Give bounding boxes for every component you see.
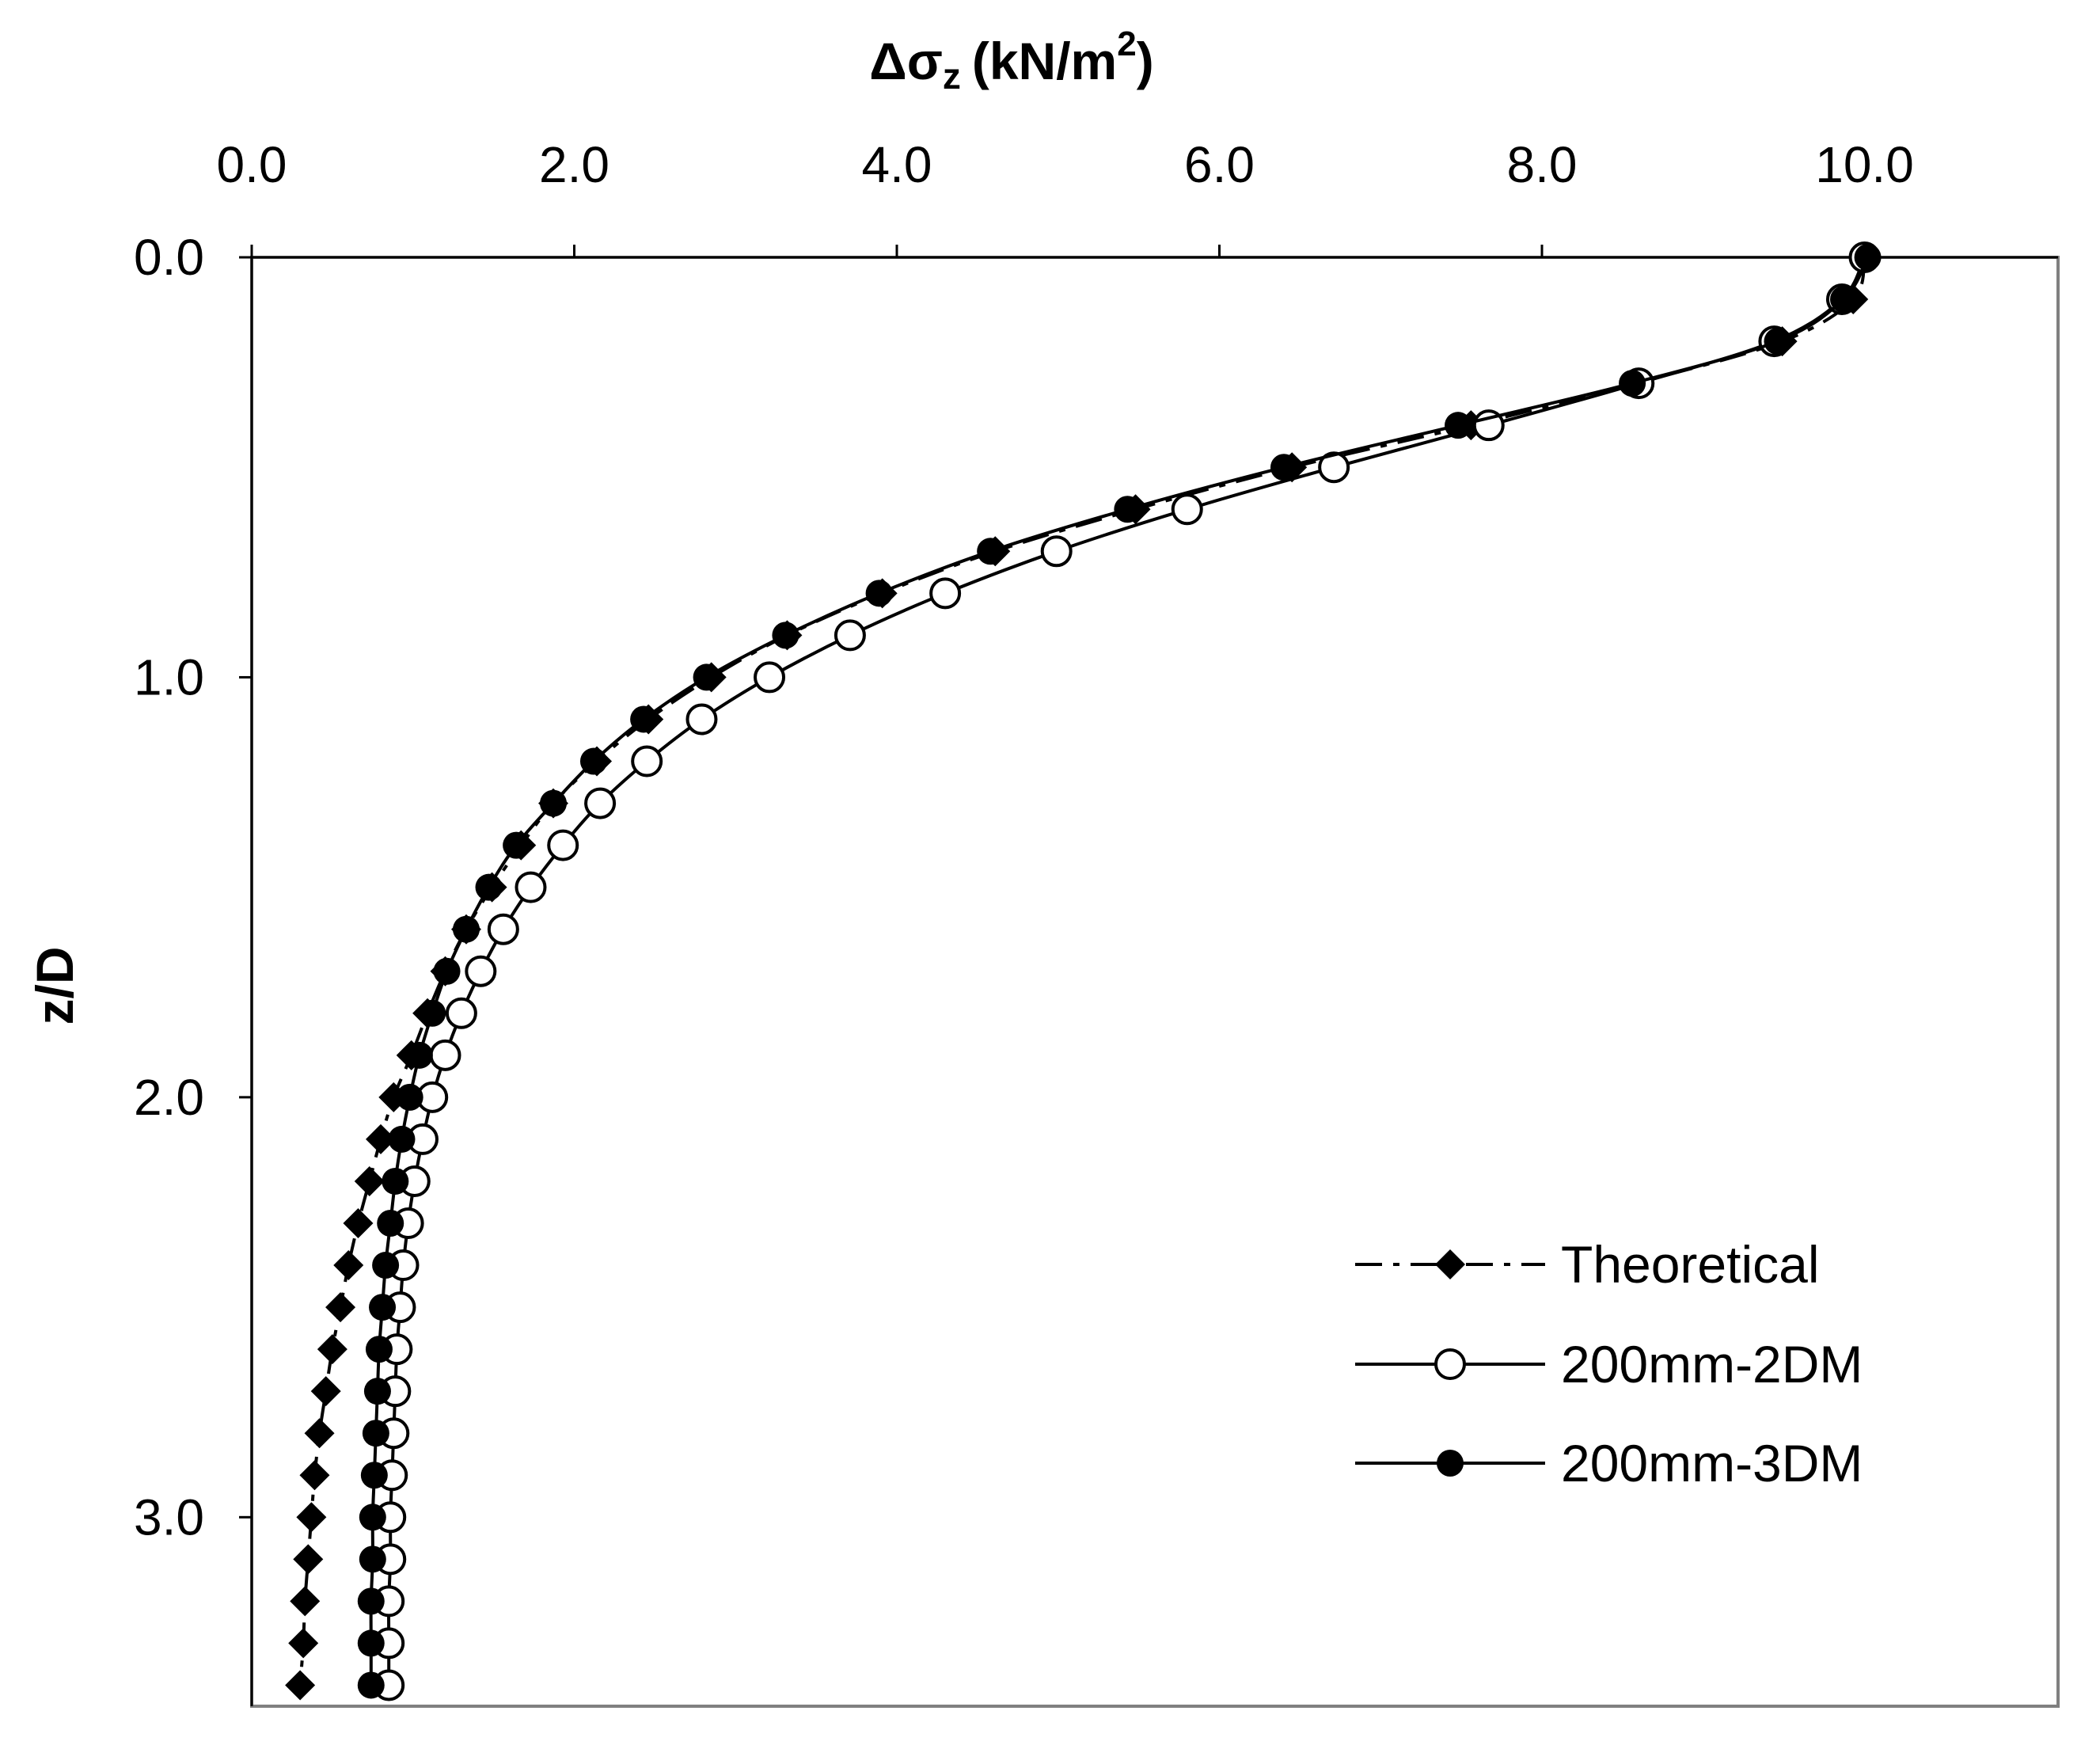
legend-item-200mm-3dm: 200mm-3DM: [1355, 1434, 1863, 1492]
x-tick-label: 8.0: [1507, 136, 1578, 193]
y-tick-label: 1.0: [134, 648, 204, 705]
data-point-theoretical: [304, 1418, 335, 1449]
data-point-200mm-3dm: [772, 622, 799, 649]
data-point-200mm-3dm: [357, 1587, 385, 1615]
data-point-200mm-3dm: [382, 1167, 409, 1195]
y-tick-label: 3.0: [134, 1488, 204, 1545]
data-point-200mm-3dm: [540, 789, 568, 817]
data-point-200mm-3dm: [693, 663, 720, 691]
data-point-theoretical: [366, 1123, 396, 1154]
data-point-theoretical: [333, 1250, 364, 1281]
data-point-200mm-3dm: [377, 1210, 404, 1237]
x-tick-label: 0.0: [217, 136, 287, 193]
data-point-200mm-2dm: [1171, 493, 1203, 526]
data-point-200mm-3dm: [452, 915, 480, 943]
series-200mm-2dm: [373, 241, 1881, 1701]
data-point-200mm-3dm: [503, 831, 530, 859]
data-point-200mm-2dm: [1318, 451, 1350, 484]
data-point-200mm-3dm: [405, 1041, 433, 1069]
x-axis-title: Δσz (kN/m2): [869, 25, 1153, 97]
legend-marker-200mm-2dm: [1434, 1348, 1466, 1380]
data-point-200mm-3dm: [630, 705, 658, 733]
data-point-200mm-3dm: [359, 1504, 386, 1531]
data-point-200mm-3dm: [1619, 370, 1646, 397]
x-axis-title-close: ): [1137, 32, 1154, 90]
data-point-200mm-3dm: [1830, 286, 1858, 314]
data-point-200mm-3dm: [865, 580, 893, 607]
data-point-200mm-3dm: [433, 957, 461, 985]
axes-group: 0.0 2.0 4.0 6.0 8.0 10.0 0.0 1.0 2.0 3.0: [134, 136, 2060, 1708]
data-point-200mm-3dm: [362, 1420, 389, 1447]
x-axis-title-subscript: z: [943, 55, 961, 97]
data-point-200mm-3dm: [1445, 412, 1472, 439]
data-point-200mm-2dm: [631, 745, 663, 777]
x-tick-label: 6.0: [1184, 136, 1255, 193]
data-point-200mm-2dm: [834, 619, 866, 652]
data-point-200mm-2dm: [445, 997, 477, 1029]
x-axis-title-delta: Δσ: [869, 32, 943, 90]
data-point-200mm-3dm: [372, 1252, 400, 1279]
data-point-200mm-3dm: [1270, 454, 1297, 481]
data-point-200mm-3dm: [419, 999, 446, 1027]
data-point-200mm-3dm: [357, 1629, 385, 1657]
data-point-200mm-2dm: [429, 1039, 461, 1071]
legend-label-200mm-2dm: 200mm-2DM: [1561, 1335, 1863, 1393]
data-point-theoretical: [299, 1460, 330, 1491]
legend-item-theoretical: Theoretical: [1355, 1235, 1820, 1294]
data-point-200mm-3dm: [360, 1462, 388, 1489]
data-point-theoretical: [343, 1208, 374, 1238]
data-point-200mm-3dm: [388, 1125, 416, 1153]
y-axis-title: z/D: [25, 947, 84, 1025]
data-point-200mm-2dm: [754, 661, 786, 694]
data-point-200mm-3dm: [396, 1083, 423, 1111]
legend-label-200mm-3dm: 200mm-3DM: [1561, 1434, 1863, 1492]
x-tick-label: 10.0: [1815, 136, 1914, 193]
series-200mm-3dm: [357, 244, 1882, 1699]
y-tick-label: 2.0: [134, 1069, 204, 1126]
data-point-200mm-3dm: [363, 1378, 391, 1405]
legend-label-theoretical: Theoretical: [1561, 1235, 1820, 1294]
data-point-200mm-3dm: [579, 747, 607, 775]
data-point-theoretical: [293, 1544, 324, 1575]
series-layer: [285, 241, 1882, 1701]
x-tick-label: 2.0: [539, 136, 609, 193]
data-point-200mm-3dm: [359, 1545, 386, 1573]
data-point-200mm-2dm: [465, 955, 497, 987]
legend-marker-theoretical: [1435, 1249, 1465, 1279]
data-point-200mm-3dm: [1854, 244, 1882, 271]
data-point-200mm-2dm: [1040, 535, 1073, 568]
data-point-200mm-2dm: [929, 577, 962, 610]
data-point-200mm-3dm: [365, 1336, 393, 1363]
x-tick-label: 4.0: [862, 136, 932, 193]
data-point-theoretical: [325, 1292, 356, 1323]
data-point-theoretical: [290, 1586, 321, 1617]
data-point-200mm-2dm: [487, 913, 519, 945]
data-point-200mm-2dm: [685, 703, 718, 736]
data-point-200mm-3dm: [357, 1671, 385, 1699]
data-point-200mm-3dm: [369, 1294, 397, 1321]
x-axis-title-units: (kN/m: [972, 32, 1117, 90]
data-point-200mm-2dm: [547, 829, 579, 861]
legend-marker-200mm-3dm: [1437, 1450, 1464, 1477]
data-point-200mm-3dm: [475, 873, 503, 901]
data-point-200mm-2dm: [584, 787, 617, 819]
x-axis-title-superscript: 2: [1117, 25, 1136, 63]
legend: Theoretical 200mm-2DM 200mm-3DM: [1355, 1235, 1863, 1492]
data-point-theoretical: [354, 1165, 385, 1196]
data-point-theoretical: [285, 1670, 316, 1701]
data-point-200mm-3dm: [977, 538, 1004, 565]
data-point-theoretical: [317, 1334, 347, 1365]
legend-item-200mm-2dm: 200mm-2DM: [1355, 1335, 1863, 1393]
data-point-200mm-3dm: [1764, 328, 1791, 355]
data-point-theoretical: [288, 1628, 319, 1659]
data-point-theoretical: [296, 1502, 327, 1533]
data-point-200mm-2dm: [515, 871, 547, 903]
data-point-200mm-3dm: [1114, 496, 1141, 523]
data-point-theoretical: [310, 1376, 341, 1407]
y-tick-label: 0.0: [134, 229, 204, 286]
